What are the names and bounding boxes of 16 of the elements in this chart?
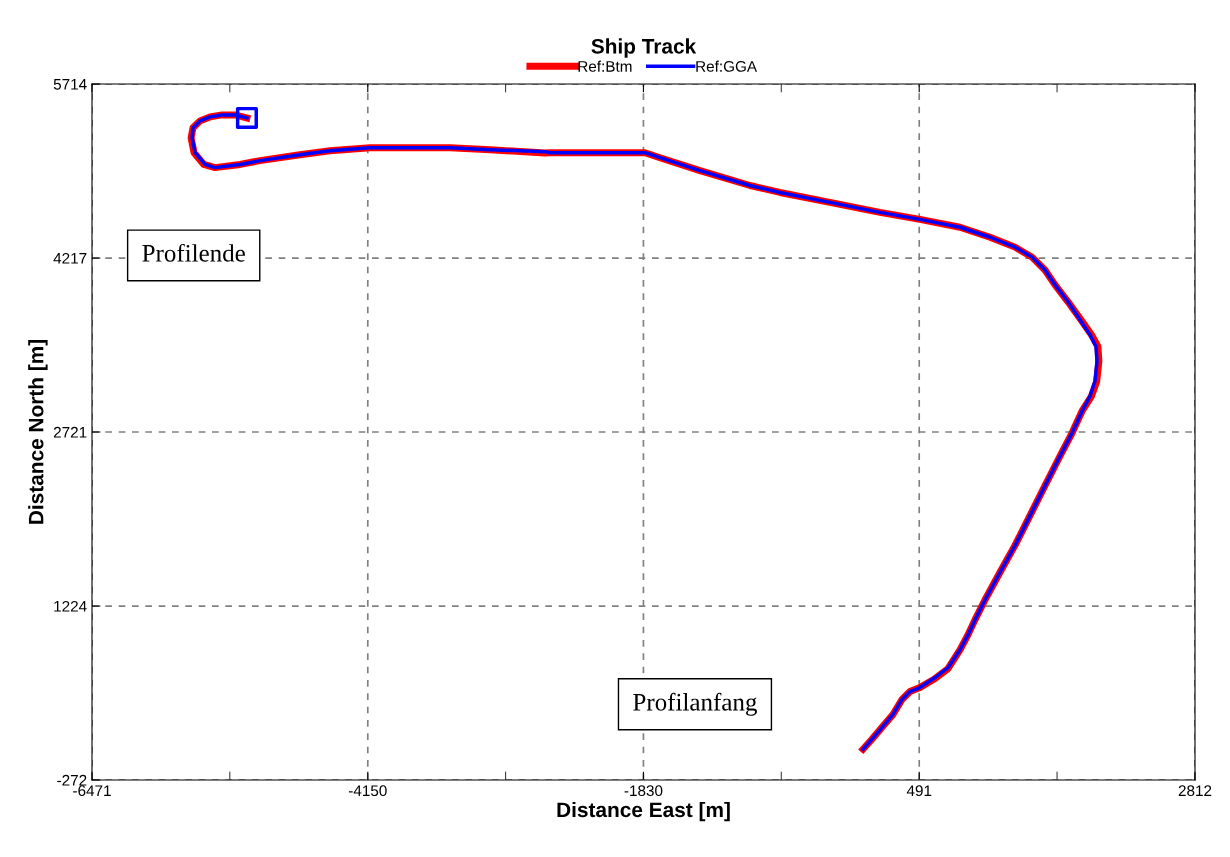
chart-title: Ship Track [591,38,697,58]
y-axis-title: Distance North [m] [28,339,48,524]
y-tick-label: 5714 [53,79,87,90]
x-tick-label: -4150 [348,785,387,797]
y-tick-label: 2721 [53,426,87,438]
x-tick-label: 491 [906,785,932,797]
annotation: Profilanfang [633,692,757,716]
x-tick-label: -6471 [73,785,111,797]
x-axis-title: Distance East [m] [557,801,730,822]
x-tick-label: 2812 [1178,785,1212,797]
annotation: Profilende [142,243,245,262]
y-tick-label: -272 [57,774,87,786]
x-tick-label: -1830 [624,785,663,797]
y-tick-label: 1224 [54,600,87,612]
y-tick-label: 4217 [53,252,87,264]
legend-label: Ref:GGA [696,60,758,72]
